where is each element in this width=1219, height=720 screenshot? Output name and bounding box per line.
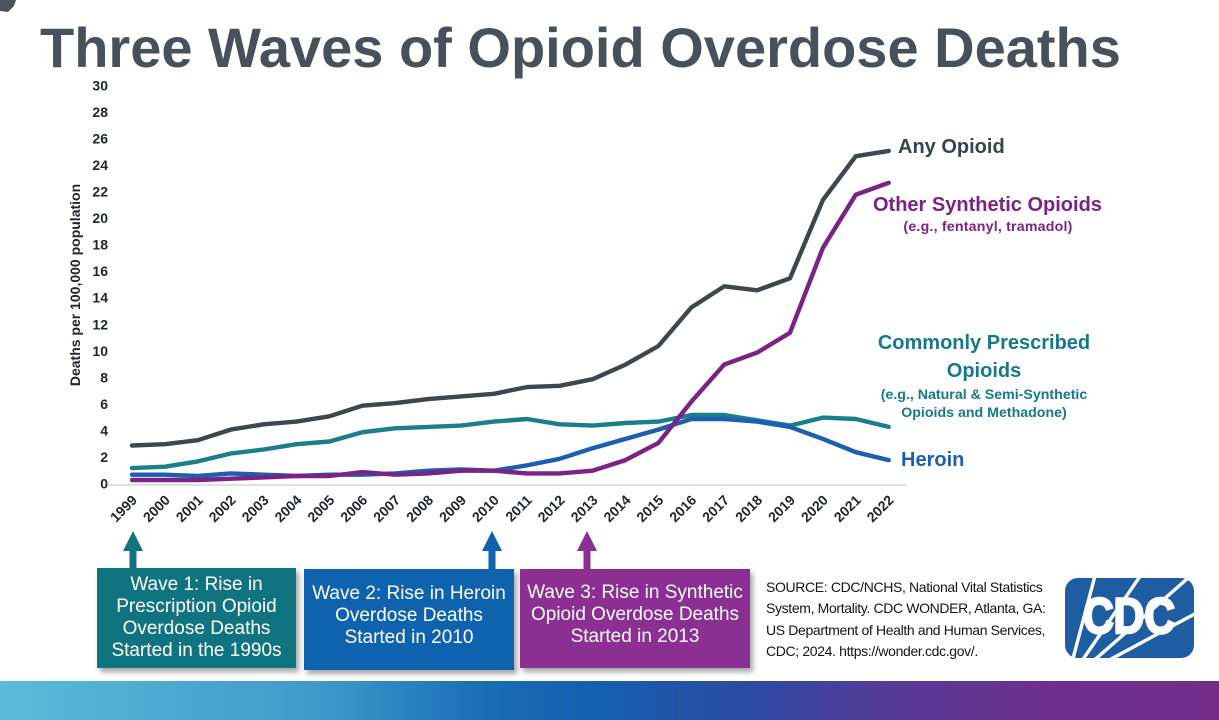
svg-text:2010: 2010 <box>469 492 502 525</box>
svg-text:2019: 2019 <box>765 492 798 525</box>
svg-text:Deaths per 100,000 population: Deaths per 100,000 population <box>67 184 83 386</box>
svg-text:2000: 2000 <box>140 492 173 525</box>
svg-text:Opioids and Methadone): Opioids and Methadone) <box>901 405 1067 421</box>
svg-text:1999: 1999 <box>107 492 140 525</box>
svg-text:18: 18 <box>92 237 108 253</box>
svg-text:2009: 2009 <box>436 492 469 525</box>
svg-text:2002: 2002 <box>205 492 238 525</box>
svg-text:22: 22 <box>92 184 108 200</box>
svg-text:2018: 2018 <box>732 492 765 525</box>
svg-text:30: 30 <box>92 77 108 93</box>
svg-text:Other Synthetic Opioids: Other Synthetic Opioids <box>873 194 1102 216</box>
svg-text:Any Opioid: Any Opioid <box>898 136 1005 158</box>
svg-text:0: 0 <box>100 476 108 492</box>
svg-text:2012: 2012 <box>534 492 567 525</box>
svg-text:2005: 2005 <box>304 492 337 525</box>
svg-text:2015: 2015 <box>633 492 666 525</box>
svg-text:2017: 2017 <box>699 492 732 525</box>
svg-text:28: 28 <box>92 104 108 120</box>
svg-text:14: 14 <box>92 290 108 306</box>
svg-text:8: 8 <box>100 369 108 385</box>
svg-text:12: 12 <box>92 316 108 332</box>
svg-text:(e.g., fentanyl, tramadol): (e.g., fentanyl, tramadol) <box>903 219 1072 235</box>
svg-text:2: 2 <box>100 449 108 465</box>
svg-text:2007: 2007 <box>370 492 403 525</box>
svg-text:2004: 2004 <box>271 492 304 525</box>
svg-text:2014: 2014 <box>600 492 633 525</box>
svg-text:Opioids: Opioids <box>947 360 1021 382</box>
svg-text:2021: 2021 <box>831 492 864 525</box>
svg-text:6: 6 <box>100 396 108 412</box>
svg-text:4: 4 <box>100 422 108 438</box>
svg-text:24: 24 <box>92 157 108 173</box>
svg-text:20: 20 <box>92 210 108 226</box>
svg-text:2006: 2006 <box>337 492 370 525</box>
svg-text:2022: 2022 <box>863 492 896 525</box>
svg-text:(e.g., Natural & Semi-Syntheti: (e.g., Natural & Semi-Synthetic <box>881 387 1088 403</box>
svg-text:26: 26 <box>92 131 108 147</box>
svg-text:2001: 2001 <box>173 492 206 525</box>
svg-text:10: 10 <box>92 343 108 359</box>
svg-text:2011: 2011 <box>502 492 535 525</box>
svg-text:2008: 2008 <box>403 492 436 525</box>
svg-text:16: 16 <box>92 263 108 279</box>
svg-text:2020: 2020 <box>798 492 831 525</box>
svg-text:2003: 2003 <box>238 492 271 525</box>
svg-text:2013: 2013 <box>567 492 600 525</box>
svg-text:Heroin: Heroin <box>901 449 964 471</box>
svg-text:CDC: CDC <box>1083 588 1175 644</box>
svg-text:2016: 2016 <box>666 492 699 525</box>
svg-text:Commonly Prescribed: Commonly Prescribed <box>878 332 1090 354</box>
